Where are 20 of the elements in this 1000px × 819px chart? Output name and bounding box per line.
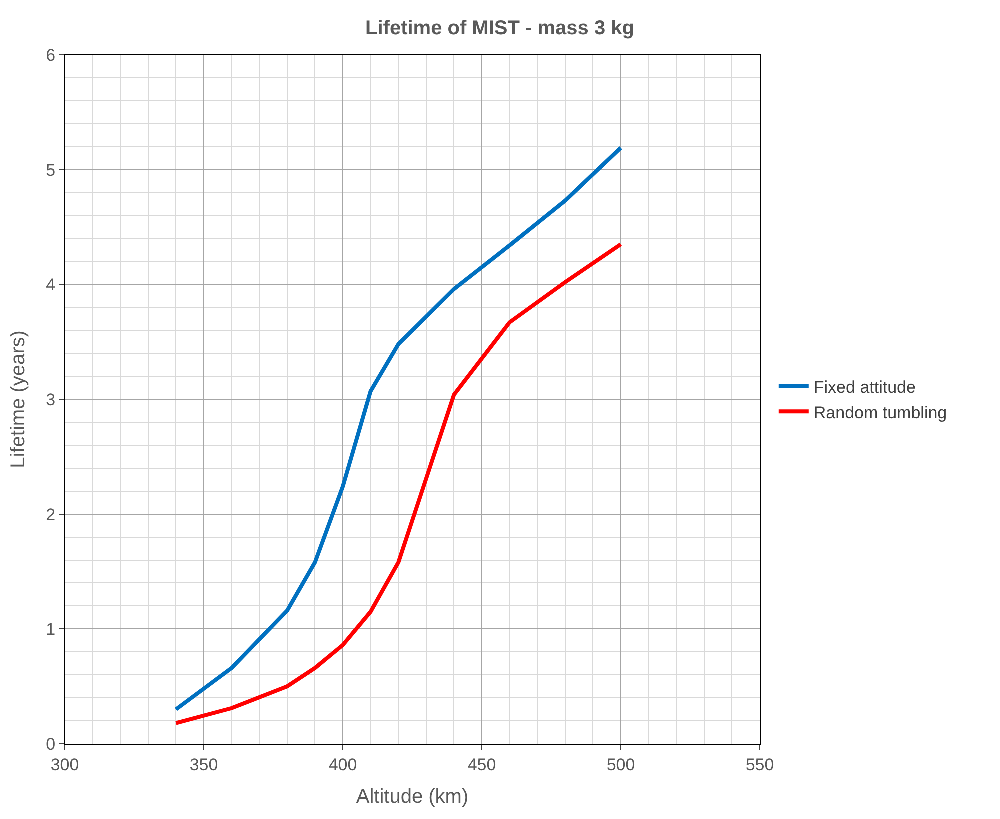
line-series — [174, 242, 623, 726]
legend-label: Fixed attitude — [814, 378, 916, 398]
x-tick-label: 400 — [328, 755, 358, 774]
legend-label: Random tumbling — [814, 403, 948, 422]
y-axis-title: Lifetime (years) — [8, 330, 30, 468]
x-tick-label: 450 — [468, 755, 496, 774]
y-tick-label: 0 — [46, 734, 56, 754]
chart-title: Lifetime of MIST - mass 3 kg — [366, 17, 634, 40]
y-tick-label: 6 — [46, 46, 56, 65]
x-tick-label: 550 — [746, 755, 774, 774]
y-tick-label: 5 — [46, 160, 56, 180]
line-series — [174, 146, 623, 712]
x-tick-label: 350 — [190, 755, 218, 774]
y-tick-label: 1 — [46, 620, 56, 640]
y-tick-label: 4 — [46, 276, 56, 295]
x-axis-title: Altitude (km) — [356, 786, 469, 808]
y-tick-label: 2 — [46, 505, 56, 524]
y-tick-label: 3 — [46, 390, 56, 410]
x-tick-label: 300 — [50, 755, 80, 774]
x-tick-label: 500 — [606, 755, 636, 774]
